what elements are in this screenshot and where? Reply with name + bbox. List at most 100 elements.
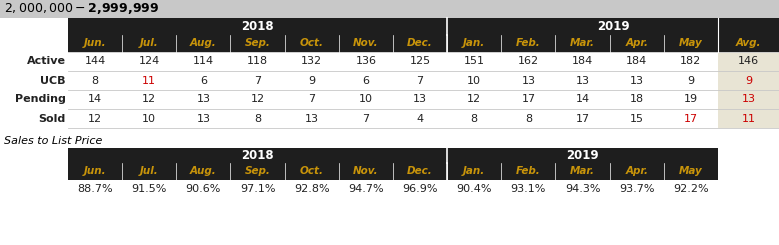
Text: 7: 7 [362,113,369,123]
Text: 136: 136 [355,57,376,66]
Text: 8: 8 [254,113,261,123]
Text: 90.6%: 90.6% [185,184,221,194]
Text: 94.7%: 94.7% [348,184,384,194]
Text: 19: 19 [684,95,698,105]
Text: 8: 8 [525,113,532,123]
Text: 10: 10 [143,113,157,123]
Text: Jun.: Jun. [84,38,107,49]
Text: 13: 13 [521,75,535,86]
Text: Sep.: Sep. [245,167,270,176]
Text: Jan.: Jan. [464,167,485,176]
Bar [718,52,779,71]
Text: 7: 7 [417,75,424,86]
Text: Dec.: Dec. [407,38,433,49]
Text: 6: 6 [362,75,369,86]
Text: 10: 10 [359,95,373,105]
Text: 6: 6 [200,75,207,86]
Text: Oct.: Oct. [300,167,324,176]
Text: 14: 14 [576,95,590,105]
Text: 92.8%: 92.8% [294,184,330,194]
Bar [68,148,718,163]
Text: Mar.: Mar. [570,167,595,176]
Text: Jun.: Jun. [84,167,107,176]
Text: 124: 124 [139,57,160,66]
Text: Jan.: Jan. [464,38,485,49]
Text: 118: 118 [247,57,268,66]
Bar [68,163,718,180]
Text: 8: 8 [471,113,478,123]
Text: 96.9%: 96.9% [402,184,438,194]
Text: 91.5%: 91.5% [132,184,167,194]
Text: $2,000,000 - $2,999,999: $2,000,000 - $2,999,999 [4,1,160,16]
Text: 7: 7 [254,75,261,86]
Text: Apr.: Apr. [626,167,648,176]
Bar [718,109,779,128]
Text: 97.1%: 97.1% [240,184,275,194]
Bar [68,18,779,35]
Text: UCB: UCB [41,75,66,86]
Text: 125: 125 [410,57,431,66]
Text: 11: 11 [742,113,756,123]
Bar [0,0,779,18]
Text: 114: 114 [193,57,214,66]
Text: 93.7%: 93.7% [619,184,654,194]
Text: 184: 184 [572,57,593,66]
Text: Oct.: Oct. [300,38,324,49]
Text: 151: 151 [464,57,485,66]
Text: 94.3%: 94.3% [565,184,601,194]
Bar [68,35,779,52]
Text: 13: 13 [196,95,210,105]
Text: 15: 15 [629,113,643,123]
Text: Pending: Pending [15,95,66,105]
Text: Dec.: Dec. [407,167,433,176]
Text: 162: 162 [518,57,539,66]
Text: 2018: 2018 [241,149,274,162]
Text: Sold: Sold [39,113,66,123]
Text: Apr.: Apr. [626,38,648,49]
Text: 13: 13 [196,113,210,123]
Text: Nov.: Nov. [353,38,379,49]
Text: 13: 13 [305,113,319,123]
Text: 10: 10 [467,75,481,86]
Text: Aug.: Aug. [190,167,217,176]
Text: Active: Active [27,57,66,66]
Text: Jul.: Jul. [140,167,159,176]
Text: 13: 13 [629,75,643,86]
Text: 7: 7 [308,95,315,105]
Text: May: May [679,38,703,49]
Text: 12: 12 [143,95,157,105]
Text: 12: 12 [251,95,265,105]
Text: Sep.: Sep. [245,38,270,49]
Text: 88.7%: 88.7% [77,184,113,194]
Text: 90.4%: 90.4% [456,184,492,194]
Text: 17: 17 [684,113,698,123]
Text: Nov.: Nov. [353,167,379,176]
Text: 17: 17 [521,95,535,105]
Text: 12: 12 [467,95,481,105]
Bar [718,71,779,90]
Text: 11: 11 [143,75,157,86]
Bar [718,90,779,109]
Text: Aug.: Aug. [190,38,217,49]
Text: Avg.: Avg. [735,38,761,49]
Text: 9: 9 [745,75,752,86]
Text: May: May [679,167,703,176]
Text: 13: 13 [576,75,590,86]
Text: 2019: 2019 [566,149,599,162]
Text: 8: 8 [91,75,99,86]
Text: 132: 132 [301,57,323,66]
Text: 13: 13 [742,95,756,105]
Text: Mar.: Mar. [570,38,595,49]
Text: 93.1%: 93.1% [511,184,546,194]
Text: 18: 18 [629,95,643,105]
Text: 14: 14 [88,95,102,105]
Text: 144: 144 [84,57,106,66]
Text: 146: 146 [738,57,759,66]
Text: 17: 17 [576,113,590,123]
Text: 182: 182 [680,57,702,66]
Text: Sales to List Price: Sales to List Price [4,135,102,146]
Text: 9: 9 [687,75,695,86]
Text: 9: 9 [308,75,315,86]
Text: 92.2%: 92.2% [673,184,709,194]
Text: 184: 184 [626,57,647,66]
